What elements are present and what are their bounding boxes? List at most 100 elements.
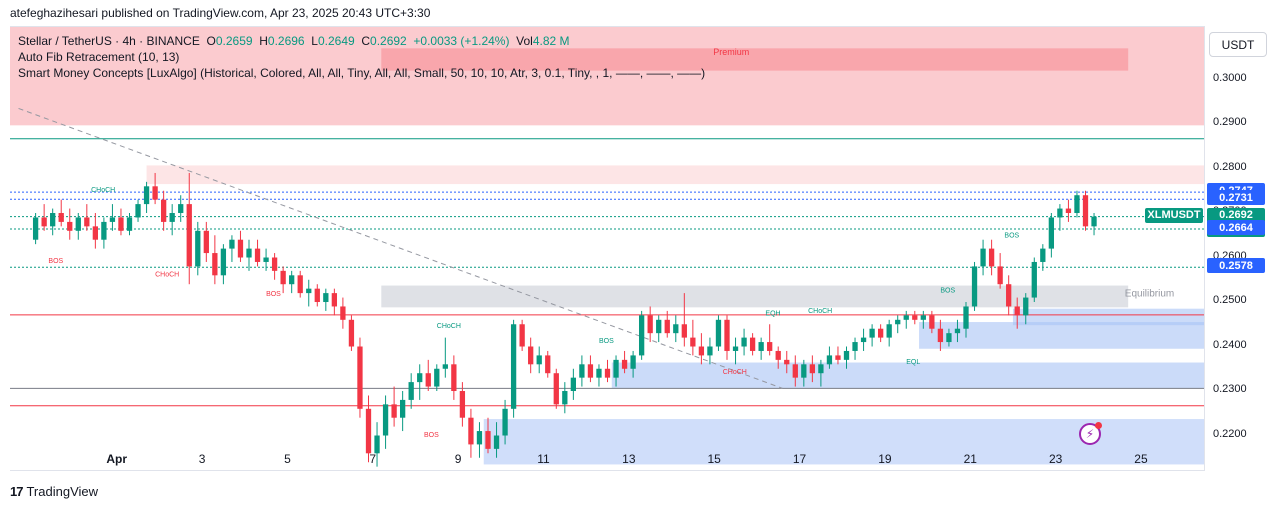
price-level-badge: 0.2664 bbox=[1207, 220, 1265, 236]
candle-body bbox=[826, 355, 833, 365]
candle-body bbox=[1031, 261, 1037, 298]
order-block bbox=[611, 362, 1204, 389]
candle-body bbox=[297, 275, 303, 294]
structure-label: BOS bbox=[424, 432, 439, 439]
chart-legend: Stellar / TetherUS · 4h · BINANCE O0.265… bbox=[18, 34, 705, 81]
price-level-badge: 0.2578 bbox=[1207, 258, 1265, 274]
candle-body bbox=[1048, 217, 1055, 249]
price-tick-label: 0.2800 bbox=[1213, 160, 1247, 173]
structure-label: BOS bbox=[599, 338, 614, 345]
indicator-fib[interactable]: Auto Fib Retracement (10, 13) bbox=[18, 50, 180, 64]
price-tick-label: 0.2200 bbox=[1213, 427, 1247, 440]
high-value: 0.2696 bbox=[267, 34, 305, 48]
candle-body bbox=[929, 315, 935, 329]
currency-button[interactable]: USDT bbox=[1209, 32, 1267, 57]
candle-body bbox=[536, 355, 542, 365]
time-tick-label: 13 bbox=[622, 452, 636, 466]
brand-name: TradingView bbox=[26, 484, 99, 499]
candle-body bbox=[818, 364, 824, 374]
candle-body bbox=[493, 435, 500, 449]
candle-body bbox=[203, 230, 209, 254]
candle-body bbox=[741, 337, 747, 347]
candle-body bbox=[1065, 208, 1072, 214]
close-value: 0.2692 bbox=[370, 34, 407, 48]
order-block bbox=[1012, 308, 1204, 326]
candle-body bbox=[357, 346, 363, 409]
candle-body bbox=[843, 350, 850, 360]
candle-body bbox=[1082, 195, 1089, 227]
candle-body bbox=[348, 319, 355, 347]
candle-body bbox=[101, 221, 107, 240]
candle-body bbox=[408, 382, 414, 400]
time-tick-label: 15 bbox=[707, 452, 721, 466]
candle-body bbox=[434, 368, 440, 387]
structure-label: CHoCH bbox=[723, 369, 747, 376]
time-tick-label: 19 bbox=[878, 452, 892, 466]
candle-body bbox=[323, 293, 329, 303]
lightning-icon[interactable]: ⚡ bbox=[1079, 422, 1102, 445]
candle-body bbox=[920, 315, 926, 320]
candle-body bbox=[50, 213, 56, 227]
time-axis[interactable]: Apr 3 5 7 9 11 13 15 17 19 21 23 25 bbox=[10, 450, 1205, 470]
time-tick-label: 3 bbox=[198, 452, 206, 466]
candle-body bbox=[271, 257, 278, 271]
candle-body bbox=[340, 306, 346, 320]
candle-body bbox=[246, 248, 252, 258]
time-tick-label: 7 bbox=[369, 452, 377, 466]
candle-body bbox=[997, 266, 1003, 285]
candle-body bbox=[118, 217, 124, 231]
candle-body bbox=[1074, 195, 1080, 214]
candle-body bbox=[724, 319, 730, 351]
structure-label: EQL bbox=[906, 359, 920, 366]
candle-body bbox=[178, 204, 184, 214]
candle-body bbox=[229, 239, 235, 249]
candle-body bbox=[451, 364, 457, 392]
candle-body bbox=[587, 364, 594, 378]
candle-body bbox=[775, 350, 781, 360]
candle-body bbox=[459, 391, 466, 418]
candle-body bbox=[784, 359, 790, 365]
candle-body bbox=[630, 355, 636, 369]
candle-body bbox=[160, 199, 167, 222]
candle-body bbox=[425, 373, 431, 387]
symbol-label[interactable]: Stellar / TetherUS · 4h · BINANCE bbox=[18, 34, 200, 48]
price-tick-label: 0.2500 bbox=[1213, 294, 1247, 306]
price-tick-label: 0.2400 bbox=[1213, 338, 1247, 351]
chart-pane[interactable]: CHoCH BOS CHoCH BOS CHoCH BOS BOS EQH CHoCH CHoCH… bbox=[10, 26, 1205, 471]
candle-body bbox=[570, 377, 577, 392]
publish-line: atefeghazihesari published on TradingVie… bbox=[10, 6, 431, 20]
candle-body bbox=[442, 364, 448, 369]
price-axis[interactable]: 0.30000.29000.28000.27000.26000.25000.24… bbox=[1145, 26, 1281, 471]
time-tick-label: 11 bbox=[537, 452, 550, 466]
volume-label: Vol bbox=[516, 34, 533, 48]
zone-premium bbox=[10, 27, 1204, 126]
candle-body bbox=[613, 359, 619, 378]
price-tick-label: 0.2900 bbox=[1213, 116, 1247, 128]
candle-body bbox=[980, 248, 986, 267]
candle-body bbox=[1014, 306, 1020, 316]
candle-body bbox=[963, 306, 969, 329]
candle-body bbox=[749, 337, 756, 351]
candle-body bbox=[1057, 208, 1063, 218]
indicator-smc[interactable]: Smart Money Concepts [LuxAlgo] (Historic… bbox=[18, 66, 706, 80]
time-tick-label: 5 bbox=[284, 452, 291, 466]
price-tick-label: 0.2300 bbox=[1213, 383, 1247, 395]
candle-body bbox=[519, 324, 525, 347]
price-level-badge: 0.2731 bbox=[1207, 190, 1265, 206]
structure-label: CHoCH bbox=[437, 323, 461, 330]
candle-body bbox=[41, 217, 47, 227]
structure-label: BOS bbox=[940, 288, 955, 295]
candle-body bbox=[895, 319, 901, 325]
candle-body bbox=[1023, 297, 1029, 316]
candle-body bbox=[126, 217, 133, 231]
candle-body bbox=[1091, 216, 1097, 227]
candle-body bbox=[263, 257, 269, 262]
candle-body bbox=[886, 324, 892, 338]
candle-body bbox=[664, 319, 670, 334]
candle-body bbox=[946, 333, 952, 343]
zone-label-premium: Premium bbox=[713, 47, 749, 57]
price-chart[interactable]: CHoCH BOS CHoCH BOS CHoCH BOS BOS EQH CHoCH CHoCH… bbox=[10, 27, 1205, 471]
candle-body bbox=[647, 315, 653, 334]
candle-body bbox=[92, 226, 99, 240]
high-label: H bbox=[259, 34, 268, 48]
